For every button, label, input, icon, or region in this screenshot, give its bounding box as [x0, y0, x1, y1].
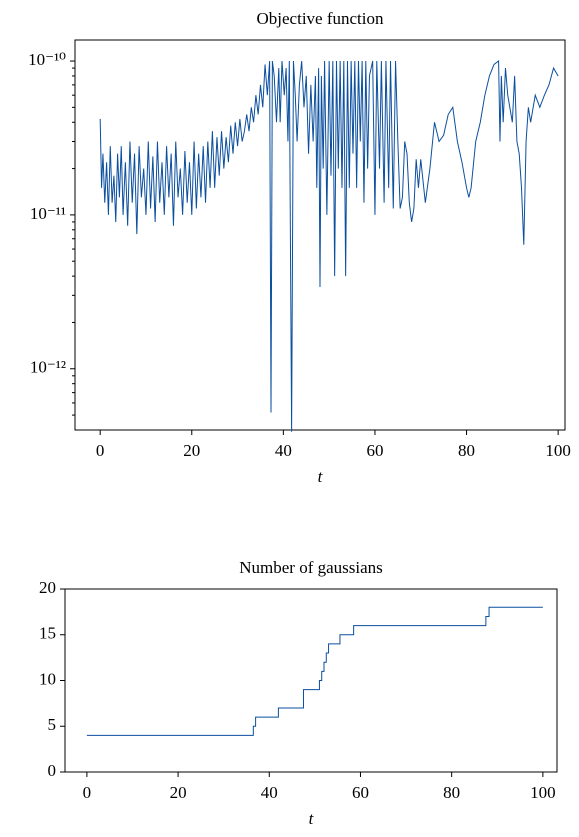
y-tick-label: 10: [39, 669, 56, 688]
x-tick-label: 40: [261, 783, 278, 802]
x-tick-label: 60: [352, 783, 369, 802]
x-tick-label: 100: [530, 783, 556, 802]
axes-frame: [64, 588, 558, 773]
y-tick-label: 0: [48, 761, 57, 780]
x-axis-label: t: [318, 467, 324, 486]
x-tick-label: 80: [443, 783, 460, 802]
x-tick-label: 0: [83, 783, 92, 802]
chart-title: Objective function: [257, 9, 384, 28]
x-tick-label: 60: [366, 441, 383, 460]
x-tick-label: 20: [170, 783, 187, 802]
chart-title: Number of gaussians: [239, 558, 383, 577]
y-tick-label: 5: [48, 715, 57, 734]
x-tick-label: 0: [96, 441, 105, 460]
x-tick-label: 100: [545, 441, 571, 460]
y-tick-label: 20: [39, 578, 56, 597]
y-tick-label: 15: [39, 624, 56, 643]
x-tick-label: 40: [275, 441, 292, 460]
y-tick-label: 10⁻¹⁰: [28, 50, 66, 69]
y-tick-label: 10⁻¹²: [30, 358, 66, 377]
y-tick-label: 10⁻¹¹: [30, 204, 66, 223]
x-axis-label: t: [309, 809, 315, 828]
axes-frame: [74, 39, 566, 431]
data-line: [99, 60, 559, 432]
x-tick-label: 20: [183, 441, 200, 460]
data-line: [86, 606, 543, 736]
x-tick-label: 80: [458, 441, 475, 460]
